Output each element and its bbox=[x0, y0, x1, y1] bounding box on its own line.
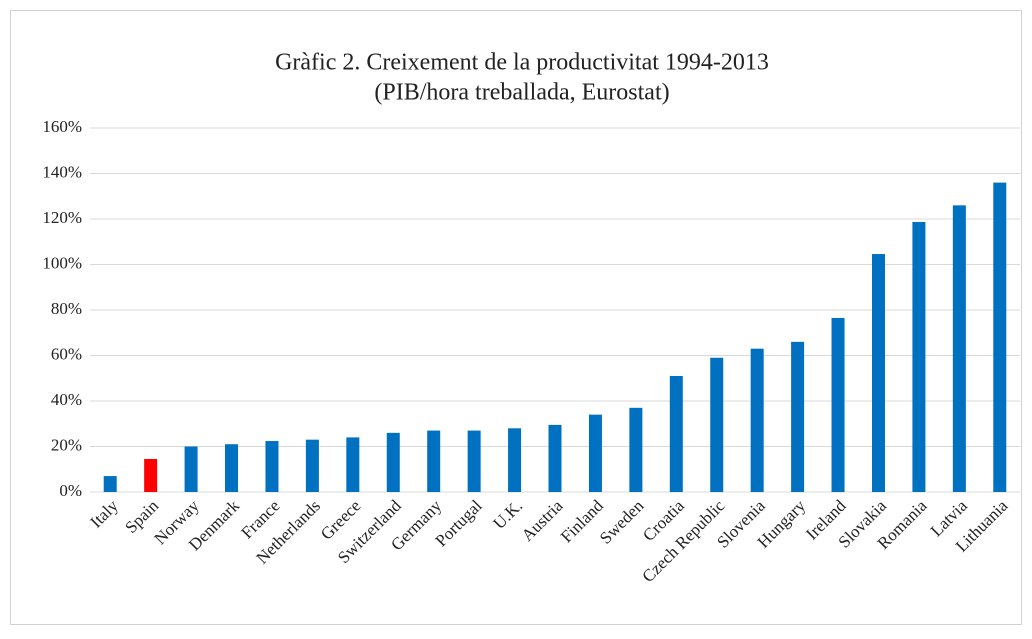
bar bbox=[871, 254, 885, 492]
bar bbox=[750, 348, 764, 492]
bar bbox=[831, 317, 845, 492]
bar bbox=[103, 476, 117, 492]
bar bbox=[791, 341, 805, 492]
bar bbox=[629, 407, 643, 492]
bar bbox=[669, 375, 683, 492]
bar bbox=[467, 430, 481, 492]
chart-frame bbox=[10, 10, 1022, 625]
y-tick-label: 160% bbox=[42, 117, 82, 136]
bar bbox=[305, 439, 319, 492]
bar bbox=[184, 446, 198, 492]
bar bbox=[346, 437, 360, 492]
y-tick-label: 20% bbox=[51, 435, 82, 454]
bar bbox=[588, 414, 602, 492]
y-tick-label: 40% bbox=[51, 390, 82, 409]
bar bbox=[427, 430, 441, 492]
bar bbox=[710, 357, 724, 492]
bar bbox=[548, 424, 562, 492]
bar bbox=[265, 441, 279, 492]
bar bbox=[225, 444, 239, 492]
y-tick-label: 0% bbox=[59, 481, 82, 500]
chart-subtitle: (PIB/hora treballada, Eurostat) bbox=[374, 80, 669, 106]
y-tick-label: 140% bbox=[42, 162, 82, 181]
y-tick-label: 100% bbox=[42, 253, 82, 272]
bar bbox=[993, 182, 1007, 492]
bar bbox=[912, 221, 926, 492]
bar bbox=[144, 459, 158, 492]
bar bbox=[952, 205, 966, 492]
y-tick-label: 120% bbox=[42, 208, 82, 227]
chart-title: Gràfic 2. Creixement de la productivitat… bbox=[275, 50, 769, 76]
y-tick-label: 60% bbox=[51, 344, 82, 363]
bar bbox=[508, 428, 522, 492]
bar bbox=[386, 432, 400, 492]
y-tick-label: 80% bbox=[51, 299, 82, 318]
